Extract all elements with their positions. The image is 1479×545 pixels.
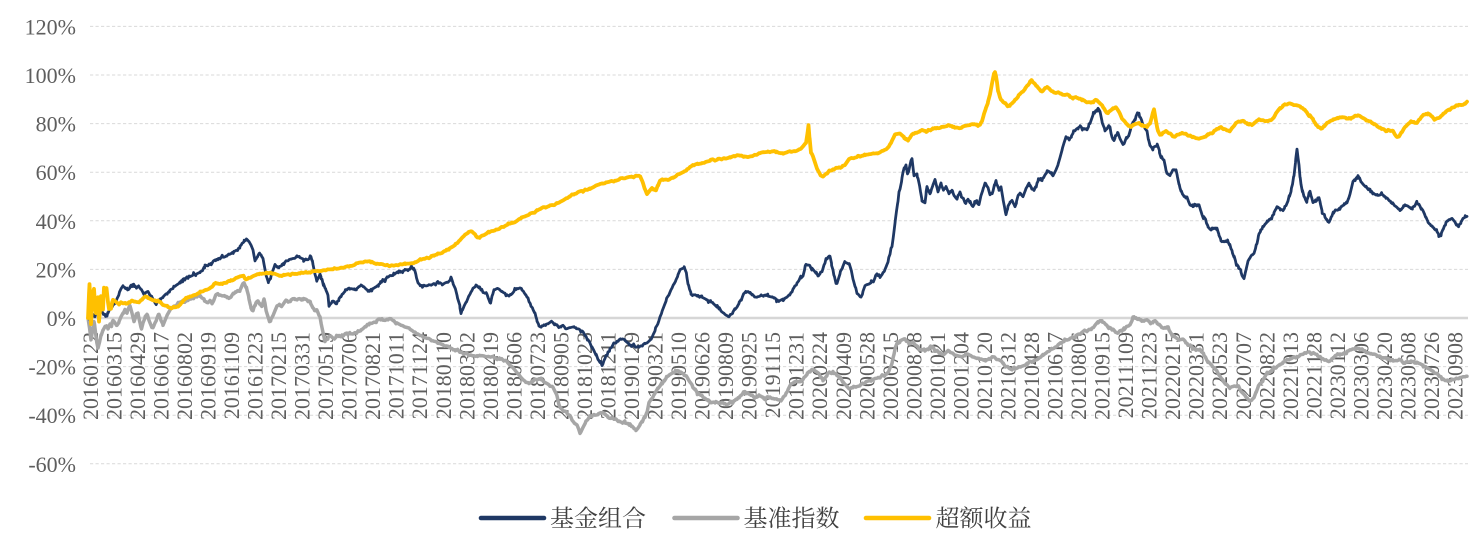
- svg-text:20230608: 20230608: [1396, 332, 1421, 420]
- svg-text:20230112: 20230112: [1325, 332, 1350, 419]
- svg-text:20201021: 20201021: [925, 332, 950, 420]
- svg-text:40%: 40%: [36, 209, 76, 234]
- svg-text:20170519: 20170519: [313, 332, 338, 420]
- svg-text:20190626: 20190626: [690, 332, 715, 420]
- svg-text:20200528: 20200528: [854, 332, 879, 420]
- svg-text:100%: 100%: [25, 63, 76, 88]
- svg-text:120%: 120%: [25, 14, 76, 39]
- svg-text:20%: 20%: [36, 257, 76, 282]
- svg-text:20160315: 20160315: [101, 332, 126, 420]
- svg-text:20190809: 20190809: [713, 332, 738, 420]
- svg-text:20181211: 20181211: [596, 332, 621, 419]
- svg-text:20210806: 20210806: [1066, 332, 1091, 420]
- svg-text:20170331: 20170331: [290, 332, 315, 420]
- svg-text:20211109: 20211109: [1113, 332, 1138, 418]
- svg-text:20200409: 20200409: [831, 332, 856, 420]
- svg-text:20211223: 20211223: [1137, 332, 1162, 419]
- svg-text:20191115: 20191115: [760, 332, 785, 418]
- svg-text:20220215: 20220215: [1160, 332, 1185, 420]
- svg-text:20160617: 20160617: [148, 332, 173, 420]
- svg-text:20230306: 20230306: [1348, 332, 1373, 420]
- svg-text:20221013: 20221013: [1278, 332, 1303, 420]
- svg-text:20160429: 20160429: [125, 332, 150, 420]
- svg-text:20200828: 20200828: [901, 332, 926, 420]
- svg-text:20210428: 20210428: [1019, 332, 1044, 420]
- svg-text:20180302: 20180302: [454, 332, 479, 420]
- svg-text:80%: 80%: [36, 112, 76, 137]
- svg-text:20161109: 20161109: [219, 332, 244, 419]
- svg-text:20201204: 20201204: [948, 332, 973, 420]
- svg-text:20180723: 20180723: [525, 332, 550, 420]
- svg-text:0%: 0%: [47, 306, 76, 331]
- svg-text:20180606: 20180606: [501, 332, 526, 420]
- svg-text:20210120: 20210120: [972, 332, 997, 420]
- svg-text:20210312: 20210312: [996, 332, 1021, 420]
- svg-text:20170215: 20170215: [266, 332, 291, 420]
- svg-text:20170706: 20170706: [337, 332, 362, 420]
- svg-text:20170821: 20170821: [360, 332, 385, 420]
- svg-text:60%: 60%: [36, 160, 76, 185]
- svg-text:20221128: 20221128: [1301, 332, 1326, 419]
- svg-text:-60%: -60%: [28, 452, 76, 477]
- svg-text:20210617: 20210617: [1043, 332, 1068, 420]
- svg-text:-40%: -40%: [28, 403, 76, 428]
- svg-text:20190321: 20190321: [643, 332, 668, 420]
- svg-text:20161223: 20161223: [243, 332, 268, 420]
- svg-text:20230420: 20230420: [1372, 332, 1397, 420]
- svg-text:20160802: 20160802: [172, 332, 197, 420]
- svg-text:-20%: -20%: [28, 355, 76, 380]
- svg-text:20171124: 20171124: [407, 332, 432, 419]
- svg-text:20190925: 20190925: [737, 332, 762, 420]
- svg-text:20180419: 20180419: [478, 332, 503, 420]
- svg-text:20160919: 20160919: [196, 332, 221, 420]
- svg-text:20220707: 20220707: [1231, 332, 1256, 420]
- svg-text:20181023: 20181023: [572, 332, 597, 420]
- svg-text:20171011: 20171011: [384, 332, 409, 419]
- svg-text:20210915: 20210915: [1090, 332, 1115, 420]
